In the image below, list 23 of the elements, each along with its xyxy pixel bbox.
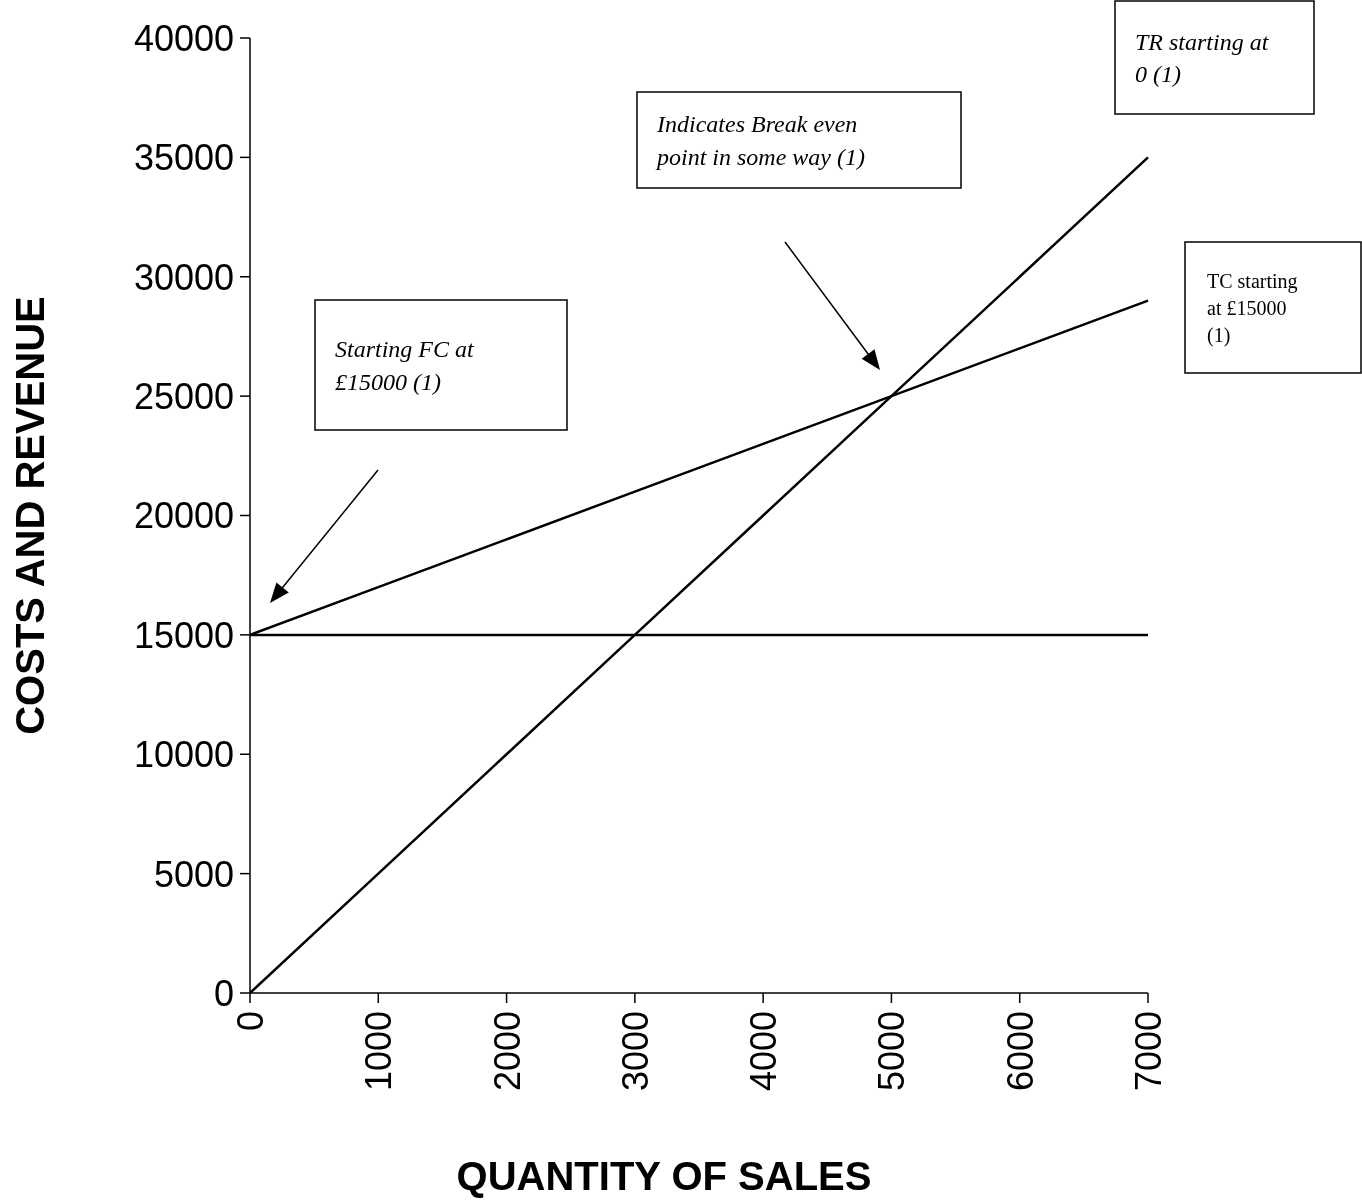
x-tick-label: 7000 [1127,1011,1169,1092]
y-tick-label: 40000 [133,17,234,59]
y-tick-label: 20000 [133,495,234,537]
y-axis-title: COSTS AND REVENUE [8,296,52,735]
y-tick-label: 25000 [133,376,234,418]
x-tick-label: 0 [229,1011,271,1032]
x-tick-label: 2000 [486,1011,528,1092]
x-tick-label: 1000 [358,1011,400,1092]
y-tick-label: 15000 [133,614,234,656]
text: TC starting at £15000 (1) [1207,269,1298,347]
x-tick-label: 3000 [614,1011,656,1092]
y-tick-label: 0 [213,972,234,1014]
y-tick-label: 35000 [133,137,234,179]
annotation: Starting FC at £15000 (1) [335,336,476,395]
y-tick-label: 5000 [153,853,234,895]
x-axis-title: QUANTITY OF SALES [456,1154,872,1198]
x-tick-label: 5000 [871,1011,913,1092]
y-tick-label: 10000 [133,734,234,776]
x-tick-label: 6000 [999,1011,1041,1092]
annotation: Indicates Break even point in some way (1) [655,111,865,170]
annotation: TR starting at 0 (1) [1135,28,1270,88]
x-tick-label: 4000 [743,1011,785,1092]
y-tick-label: 30000 [133,256,234,298]
